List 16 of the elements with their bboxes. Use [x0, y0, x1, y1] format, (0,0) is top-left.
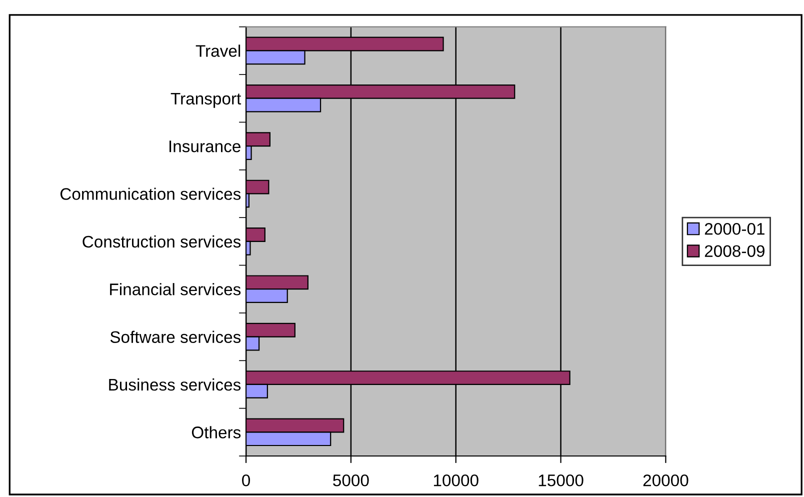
x-tick-label: 10000	[434, 474, 478, 486]
x-tick-label: 15000	[538, 474, 584, 486]
x-tick-label: 0	[242, 474, 250, 486]
y-tick-label: Business services	[109, 378, 241, 391]
x-tick-label: 20000	[643, 474, 688, 486]
y-tick-label: Communication services	[60, 188, 241, 200]
y-tick-label: Financial services	[110, 283, 241, 296]
legend-label: 2008-09	[704, 245, 764, 257]
y-tick-label: Construction services	[82, 235, 241, 248]
y-tick-label: Software services	[110, 330, 241, 343]
legend-label: 2000-01	[704, 222, 764, 235]
y-tick-label: Transport	[170, 92, 242, 108]
y-tick-label: Others	[192, 426, 241, 438]
y-tick-label: Insurance	[170, 140, 240, 152]
x-tick-label: 5000	[333, 474, 369, 486]
y-tick-label: Travel	[196, 44, 240, 57]
